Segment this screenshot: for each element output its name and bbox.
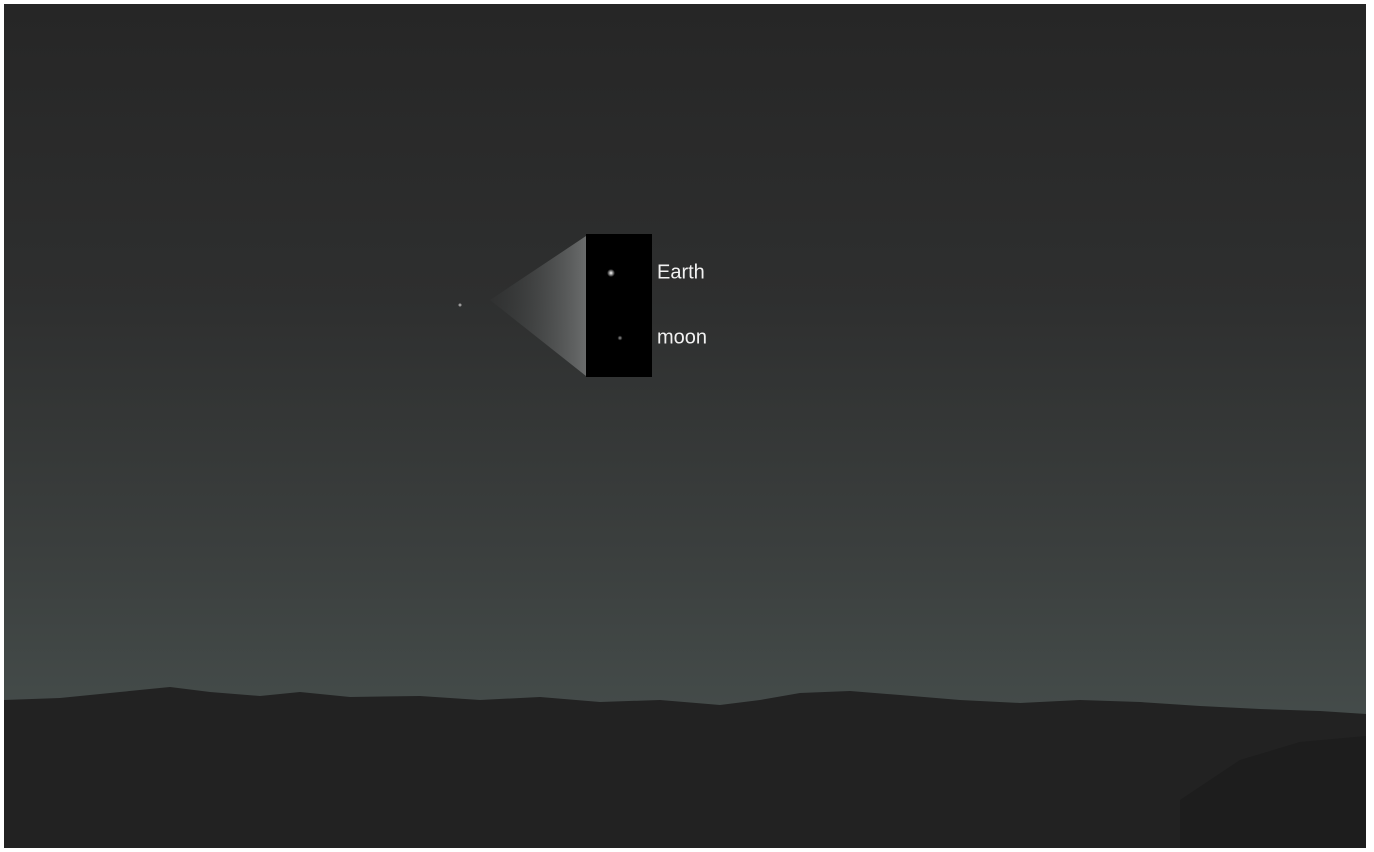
earth-dot bbox=[459, 304, 462, 307]
page: Earth moon (() => { const data = JSON.pa… bbox=[0, 0, 1374, 852]
earth bbox=[607, 269, 615, 277]
mountains bbox=[4, 687, 1366, 848]
photo: Earth moon bbox=[0, 0, 1374, 852]
moon bbox=[618, 336, 623, 341]
inset bbox=[586, 234, 652, 377]
earth-label: Earth bbox=[657, 261, 705, 283]
moon-label: moon bbox=[657, 326, 707, 348]
